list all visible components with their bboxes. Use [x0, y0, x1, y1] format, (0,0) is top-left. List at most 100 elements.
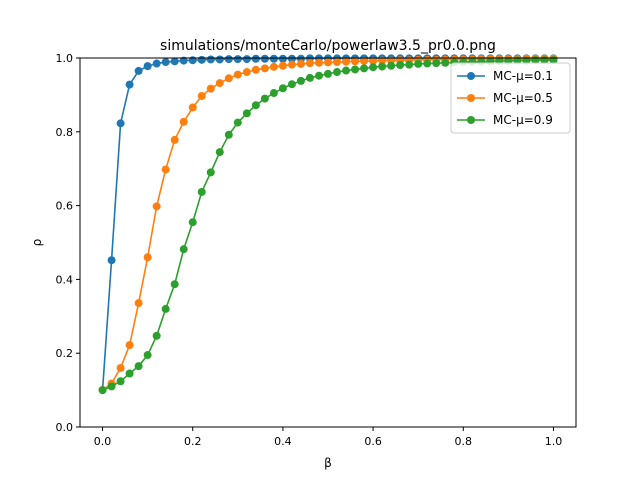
data-point	[251, 54, 260, 63]
data-point	[215, 55, 224, 64]
data-point	[206, 55, 215, 64]
data-point	[324, 58, 332, 67]
data-point	[197, 55, 206, 64]
data-point	[360, 56, 369, 65]
data-point	[269, 54, 278, 63]
data-point	[233, 70, 242, 79]
data-point	[305, 73, 314, 82]
data-point	[378, 62, 387, 71]
data-point	[278, 61, 287, 70]
legend-marker	[467, 94, 475, 102]
data-point	[423, 59, 432, 68]
data-point	[242, 55, 251, 64]
data-point	[170, 135, 179, 144]
legend-item: MC-μ=0.9	[457, 113, 553, 127]
data-point	[188, 103, 197, 112]
data-point	[260, 94, 269, 103]
data-point	[432, 59, 441, 68]
data-point	[188, 56, 197, 65]
data-point	[242, 109, 251, 118]
data-point	[314, 71, 323, 80]
legend-label: MC-μ=0.1	[493, 69, 553, 83]
data-point	[197, 92, 206, 101]
data-point	[233, 118, 242, 127]
data-point	[206, 84, 215, 93]
data-point	[152, 59, 161, 68]
data-point	[314, 58, 323, 67]
x-tick-label: 0.4	[274, 435, 292, 448]
legend-label: MC-μ=0.9	[493, 113, 553, 127]
data-point	[369, 56, 378, 65]
plot-area	[79, 57, 577, 428]
data-point	[224, 55, 233, 64]
data-point	[324, 69, 332, 78]
y-tick-label: 0.2	[56, 347, 74, 360]
data-point	[342, 57, 351, 66]
data-point	[161, 58, 170, 67]
y-tick-label: 0.0	[56, 421, 74, 434]
data-point	[179, 117, 188, 126]
data-point	[197, 187, 206, 196]
data-point	[143, 62, 152, 71]
data-point	[215, 148, 224, 157]
data-point	[179, 245, 188, 254]
y-tick-label: 0.6	[56, 200, 74, 213]
legend: MC-μ=0.1 MC-μ=0.5 MC-μ=0.9	[450, 62, 571, 134]
data-point	[143, 253, 152, 262]
data-point	[414, 59, 423, 68]
data-point	[107, 382, 116, 391]
legend-label: MC-μ=0.5	[493, 91, 553, 105]
data-point	[233, 55, 242, 64]
data-point	[296, 76, 305, 85]
data-point	[188, 218, 197, 227]
data-point	[296, 59, 305, 68]
data-point	[116, 377, 125, 386]
x-axis: 0.0 0.2 0.4 0.6 0.8 1.0	[94, 427, 562, 448]
data-point	[287, 54, 296, 63]
data-point	[143, 351, 152, 360]
legend-box	[450, 62, 571, 134]
data-point	[441, 58, 450, 67]
data-point	[269, 89, 278, 98]
data-point	[405, 60, 414, 69]
data-point	[179, 56, 188, 65]
data-point	[215, 79, 224, 88]
data-point	[287, 60, 296, 69]
data-point	[206, 168, 215, 177]
x-tick-label: 1.0	[545, 435, 563, 448]
data-point	[161, 304, 170, 313]
chart-title: simulations/monteCarlo/powerlaw3.5_pr0.0…	[160, 38, 496, 54]
data-point	[134, 66, 143, 75]
data-point	[260, 54, 269, 63]
data-point	[251, 65, 260, 74]
x-tick-label: 0.8	[455, 435, 473, 448]
y-tick-label: 0.4	[56, 273, 74, 286]
data-point	[170, 280, 179, 289]
data-point	[378, 56, 387, 65]
data-point	[107, 256, 116, 265]
data-point	[224, 74, 233, 83]
data-point	[170, 57, 179, 66]
x-tick-label: 0.6	[364, 435, 382, 448]
y-tick-label: 0.8	[56, 126, 74, 139]
data-point	[251, 101, 260, 110]
data-point	[333, 58, 342, 67]
data-point	[396, 61, 405, 70]
x-axis-label: β	[324, 456, 332, 470]
data-point	[152, 202, 161, 211]
data-point	[125, 341, 134, 350]
legend-item: MC-μ=0.5	[457, 91, 553, 105]
data-point	[351, 57, 360, 66]
data-point	[369, 63, 378, 72]
x-tick-label: 0.0	[94, 435, 112, 448]
y-axis: 0.0 0.2 0.4 0.6 0.8 1.0	[56, 52, 80, 434]
data-point	[116, 363, 125, 372]
data-point	[161, 165, 170, 174]
data-point	[260, 64, 269, 73]
data-point	[351, 65, 360, 74]
data-point	[278, 84, 287, 93]
data-point	[134, 362, 143, 371]
data-point	[342, 66, 351, 75]
x-tick-label: 0.2	[184, 435, 202, 448]
